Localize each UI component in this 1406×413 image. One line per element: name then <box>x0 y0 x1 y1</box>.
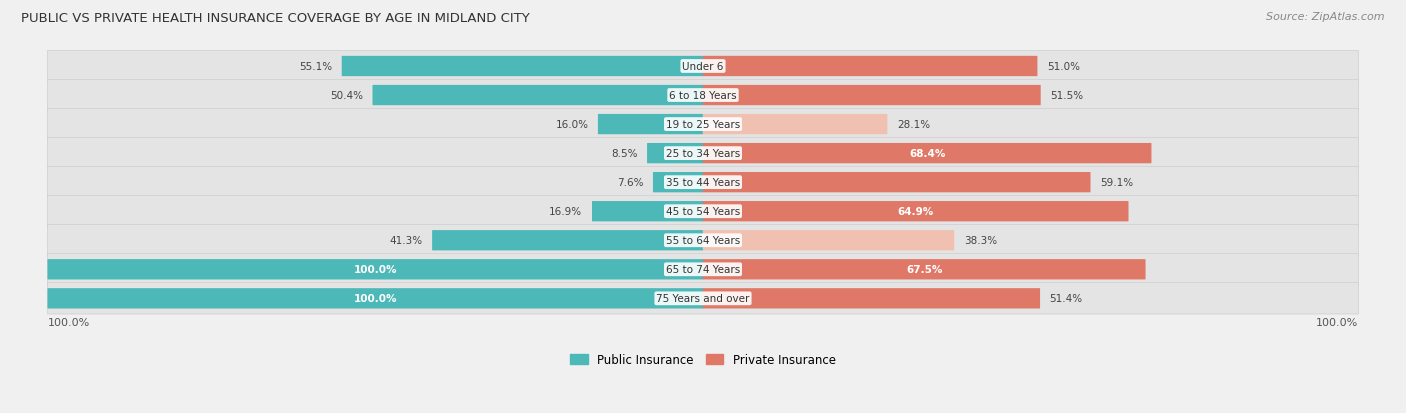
Text: 41.3%: 41.3% <box>389 236 423 246</box>
Text: 67.5%: 67.5% <box>905 265 942 275</box>
FancyBboxPatch shape <box>48 225 1358 256</box>
FancyBboxPatch shape <box>48 196 1358 227</box>
FancyBboxPatch shape <box>48 80 1358 112</box>
Text: 51.4%: 51.4% <box>1050 294 1083 304</box>
FancyBboxPatch shape <box>48 167 1358 198</box>
FancyBboxPatch shape <box>703 173 1091 193</box>
Text: 45 to 54 Years: 45 to 54 Years <box>666 207 740 217</box>
Text: 35 to 44 Years: 35 to 44 Years <box>666 178 740 188</box>
Text: 55.1%: 55.1% <box>299 62 332 72</box>
Text: 100.0%: 100.0% <box>354 265 396 275</box>
FancyBboxPatch shape <box>703 230 955 251</box>
Text: 28.1%: 28.1% <box>897 120 931 130</box>
Text: 55 to 64 Years: 55 to 64 Years <box>666 236 740 246</box>
Text: 100.0%: 100.0% <box>1316 318 1358 328</box>
Legend: Public Insurance, Private Insurance: Public Insurance, Private Insurance <box>565 349 841 371</box>
Text: 6 to 18 Years: 6 to 18 Years <box>669 91 737 101</box>
Text: 16.9%: 16.9% <box>550 207 582 217</box>
FancyBboxPatch shape <box>342 57 703 77</box>
FancyBboxPatch shape <box>432 230 703 251</box>
FancyBboxPatch shape <box>652 173 703 193</box>
Text: Source: ZipAtlas.com: Source: ZipAtlas.com <box>1267 12 1385 22</box>
Text: 16.0%: 16.0% <box>555 120 588 130</box>
Text: 50.4%: 50.4% <box>330 91 363 101</box>
FancyBboxPatch shape <box>48 254 1358 285</box>
FancyBboxPatch shape <box>703 144 1152 164</box>
Text: 68.4%: 68.4% <box>908 149 945 159</box>
FancyBboxPatch shape <box>703 288 1040 309</box>
Text: 51.5%: 51.5% <box>1050 91 1084 101</box>
FancyBboxPatch shape <box>48 109 1358 140</box>
Text: 7.6%: 7.6% <box>617 178 644 188</box>
FancyBboxPatch shape <box>48 288 703 309</box>
Text: Under 6: Under 6 <box>682 62 724 72</box>
Text: 100.0%: 100.0% <box>48 318 90 328</box>
Text: 19 to 25 Years: 19 to 25 Years <box>666 120 740 130</box>
FancyBboxPatch shape <box>48 283 1358 314</box>
FancyBboxPatch shape <box>703 259 1146 280</box>
Text: 38.3%: 38.3% <box>963 236 997 246</box>
FancyBboxPatch shape <box>592 202 703 222</box>
Text: 100.0%: 100.0% <box>354 294 396 304</box>
Text: 64.9%: 64.9% <box>897 207 934 217</box>
FancyBboxPatch shape <box>703 115 887 135</box>
FancyBboxPatch shape <box>703 85 1040 106</box>
FancyBboxPatch shape <box>703 57 1038 77</box>
Text: 65 to 74 Years: 65 to 74 Years <box>666 265 740 275</box>
Text: PUBLIC VS PRIVATE HEALTH INSURANCE COVERAGE BY AGE IN MIDLAND CITY: PUBLIC VS PRIVATE HEALTH INSURANCE COVER… <box>21 12 530 25</box>
Text: 59.1%: 59.1% <box>1099 178 1133 188</box>
Text: 51.0%: 51.0% <box>1047 62 1080 72</box>
FancyBboxPatch shape <box>703 202 1129 222</box>
FancyBboxPatch shape <box>598 115 703 135</box>
FancyBboxPatch shape <box>48 138 1358 169</box>
FancyBboxPatch shape <box>48 51 1358 83</box>
Text: 25 to 34 Years: 25 to 34 Years <box>666 149 740 159</box>
FancyBboxPatch shape <box>647 144 703 164</box>
Text: 8.5%: 8.5% <box>612 149 637 159</box>
Text: 75 Years and over: 75 Years and over <box>657 294 749 304</box>
FancyBboxPatch shape <box>373 85 703 106</box>
FancyBboxPatch shape <box>48 259 703 280</box>
